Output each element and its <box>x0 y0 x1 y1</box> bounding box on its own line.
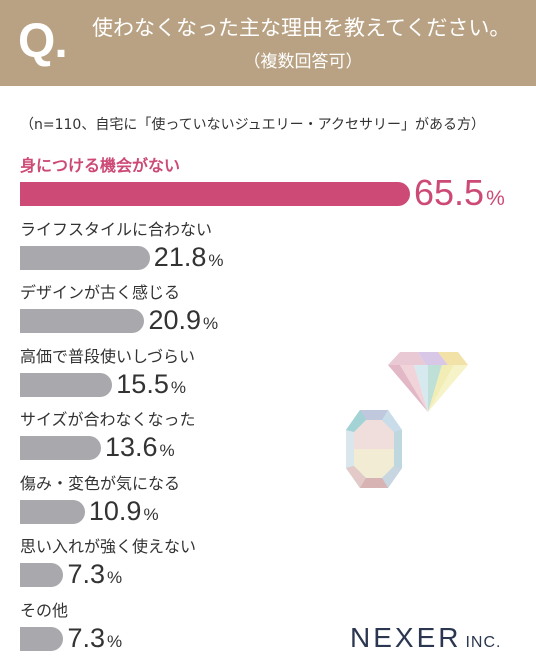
bar-label: デザインが古く感じる <box>20 283 181 302</box>
value-label: 21.8% <box>153 241 224 272</box>
bar <box>20 309 145 333</box>
bar-label: 傷み・変色が気になる <box>20 473 181 493</box>
sample-note: （n=110、自宅に「使っていないジュエリー・アクセサリー」がある方） <box>20 117 485 133</box>
bar <box>20 372 113 397</box>
bar <box>20 563 64 587</box>
bar-label: その他 <box>20 600 69 620</box>
bar-label: ライフスタイルに合わない <box>20 219 213 239</box>
question-mark: Q. <box>18 15 68 68</box>
bar-label: サイズが合わなくなった <box>20 410 196 429</box>
bar-label: 身につける機会がない <box>20 156 181 175</box>
bar-label: 高価で普段使いしづらい <box>20 346 196 366</box>
diamond-icon <box>388 352 468 412</box>
value-label: 20.9% <box>148 305 219 335</box>
question-header: Q. 使わなくなった主な理由を教えてください。 （複数回答可） <box>0 0 536 86</box>
octagon-gem-icon <box>346 410 402 488</box>
nexer-logo: NEXER INC. <box>350 622 502 653</box>
value-label: 15.5% <box>116 368 186 399</box>
value-label: 65.5% <box>414 172 505 213</box>
question-subtitle: （複数回答可） <box>243 52 363 72</box>
question-text: 使わなくなった主な理由を教えてください。 <box>92 16 511 40</box>
value-label: 7.3% <box>67 559 123 589</box>
value-label: 10.9% <box>88 495 159 526</box>
bar-label: 思い入れが強く使えない <box>20 537 197 556</box>
value-label: 7.3% <box>67 622 123 653</box>
gem-illustration <box>346 352 468 488</box>
bar <box>20 626 64 651</box>
bar <box>20 182 410 206</box>
bar <box>20 245 150 270</box>
bar <box>20 436 101 460</box>
value-label: 13.6% <box>104 432 175 462</box>
bar <box>20 499 85 524</box>
